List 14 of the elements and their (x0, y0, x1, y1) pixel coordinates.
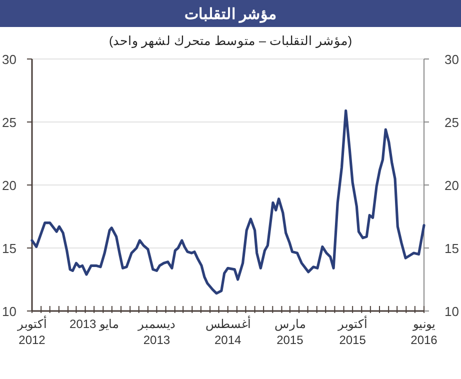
x-tick-label: مايو 2013 (70, 317, 119, 331)
y-tick-label: 20 (2, 178, 16, 193)
chart-subtitle: (مؤشر التقلبات – متوسط متحرك لشهر واحد) (108, 34, 352, 49)
y2-tick-label: 25 (444, 115, 459, 130)
y-tick-label: 15 (2, 241, 16, 256)
y-tick-label: 10 (2, 304, 16, 319)
chart-title: مؤشر التقلبات (184, 6, 277, 23)
y2-tick-label: 15 (444, 241, 459, 256)
y2-tick-label: 10 (444, 304, 459, 319)
y2-tick-label: 20 (444, 178, 459, 193)
y2-tick-label: 30 (444, 52, 459, 67)
y-tick-label: 25 (2, 115, 16, 130)
y-tick-label: 30 (2, 52, 16, 67)
line-series (30, 109, 426, 295)
